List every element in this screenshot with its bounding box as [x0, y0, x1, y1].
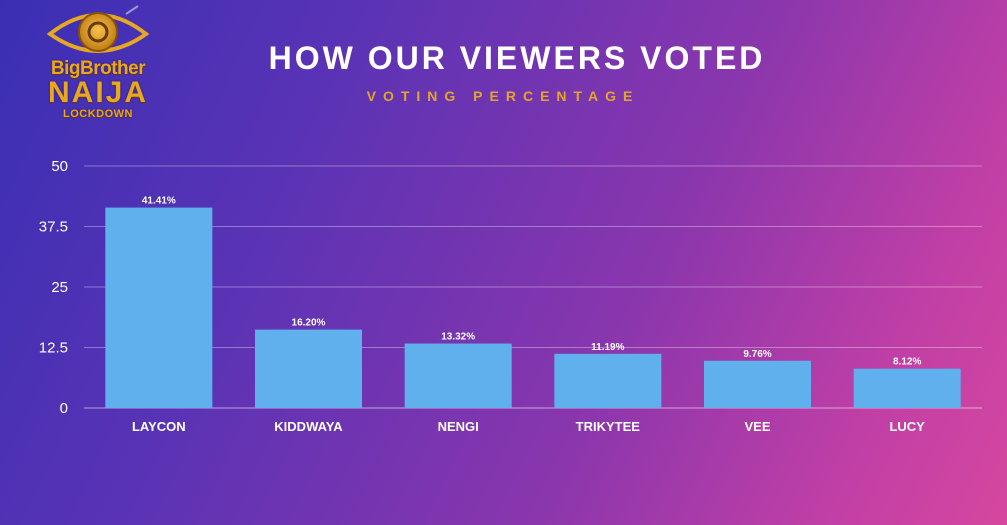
x-tick-label: KIDDWAYA — [274, 419, 343, 434]
y-tick-label: 0 — [60, 400, 68, 417]
y-tick-label: 25 — [51, 279, 68, 296]
bar — [704, 360, 811, 408]
data-label: 41.41% — [142, 196, 176, 207]
x-tick-label: VEE — [744, 419, 770, 434]
bar — [554, 353, 662, 408]
bar — [105, 207, 213, 408]
bar — [853, 368, 961, 408]
x-tick-label: LUCY — [889, 419, 925, 434]
data-label: 11.19% — [591, 342, 624, 353]
logo-naija-text: NAIJA — [47, 76, 148, 109]
x-tick-label: TRIKYTEE — [576, 419, 641, 434]
chart-title: HOW OUR VIEWERS VOTED — [268, 40, 766, 76]
data-label: 9.76% — [743, 349, 771, 360]
big-brother-naija-logo: BigBrother NAIJA LOCKDOWN — [38, 2, 170, 126]
gridlines — [84, 165, 982, 409]
data-label: 13.32% — [441, 332, 475, 343]
bars — [105, 207, 961, 408]
data-label: 8.12% — [893, 357, 921, 368]
logo-big-brother-text: BigBrother — [50, 58, 146, 79]
y-tick-label: 12.5 — [39, 340, 68, 357]
x-tick-label: LAYCON — [132, 419, 186, 434]
y-axis-ticks: 0 12.5 25 37.5 50 — [39, 158, 68, 417]
y-tick-label: 50 — [51, 158, 68, 175]
y-tick-label: 37.5 — [39, 219, 68, 236]
x-tick-label: NENGI — [438, 419, 479, 434]
eye-icon — [46, 5, 150, 53]
data-labels: 41.41% 16.20% 13.32% 11.19% 9.76% 8.12% — [142, 196, 922, 368]
chart-subtitle: VOTING PERCENTAGE — [366, 88, 640, 104]
data-label: 16.20% — [292, 318, 326, 329]
bar — [255, 329, 362, 408]
x-axis-ticks: LAYCON KIDDWAYA NENGI TRIKYTEE VEE LUCY — [132, 419, 925, 434]
logo-lockdown-text: LOCKDOWN — [63, 108, 133, 120]
bar — [404, 343, 512, 408]
